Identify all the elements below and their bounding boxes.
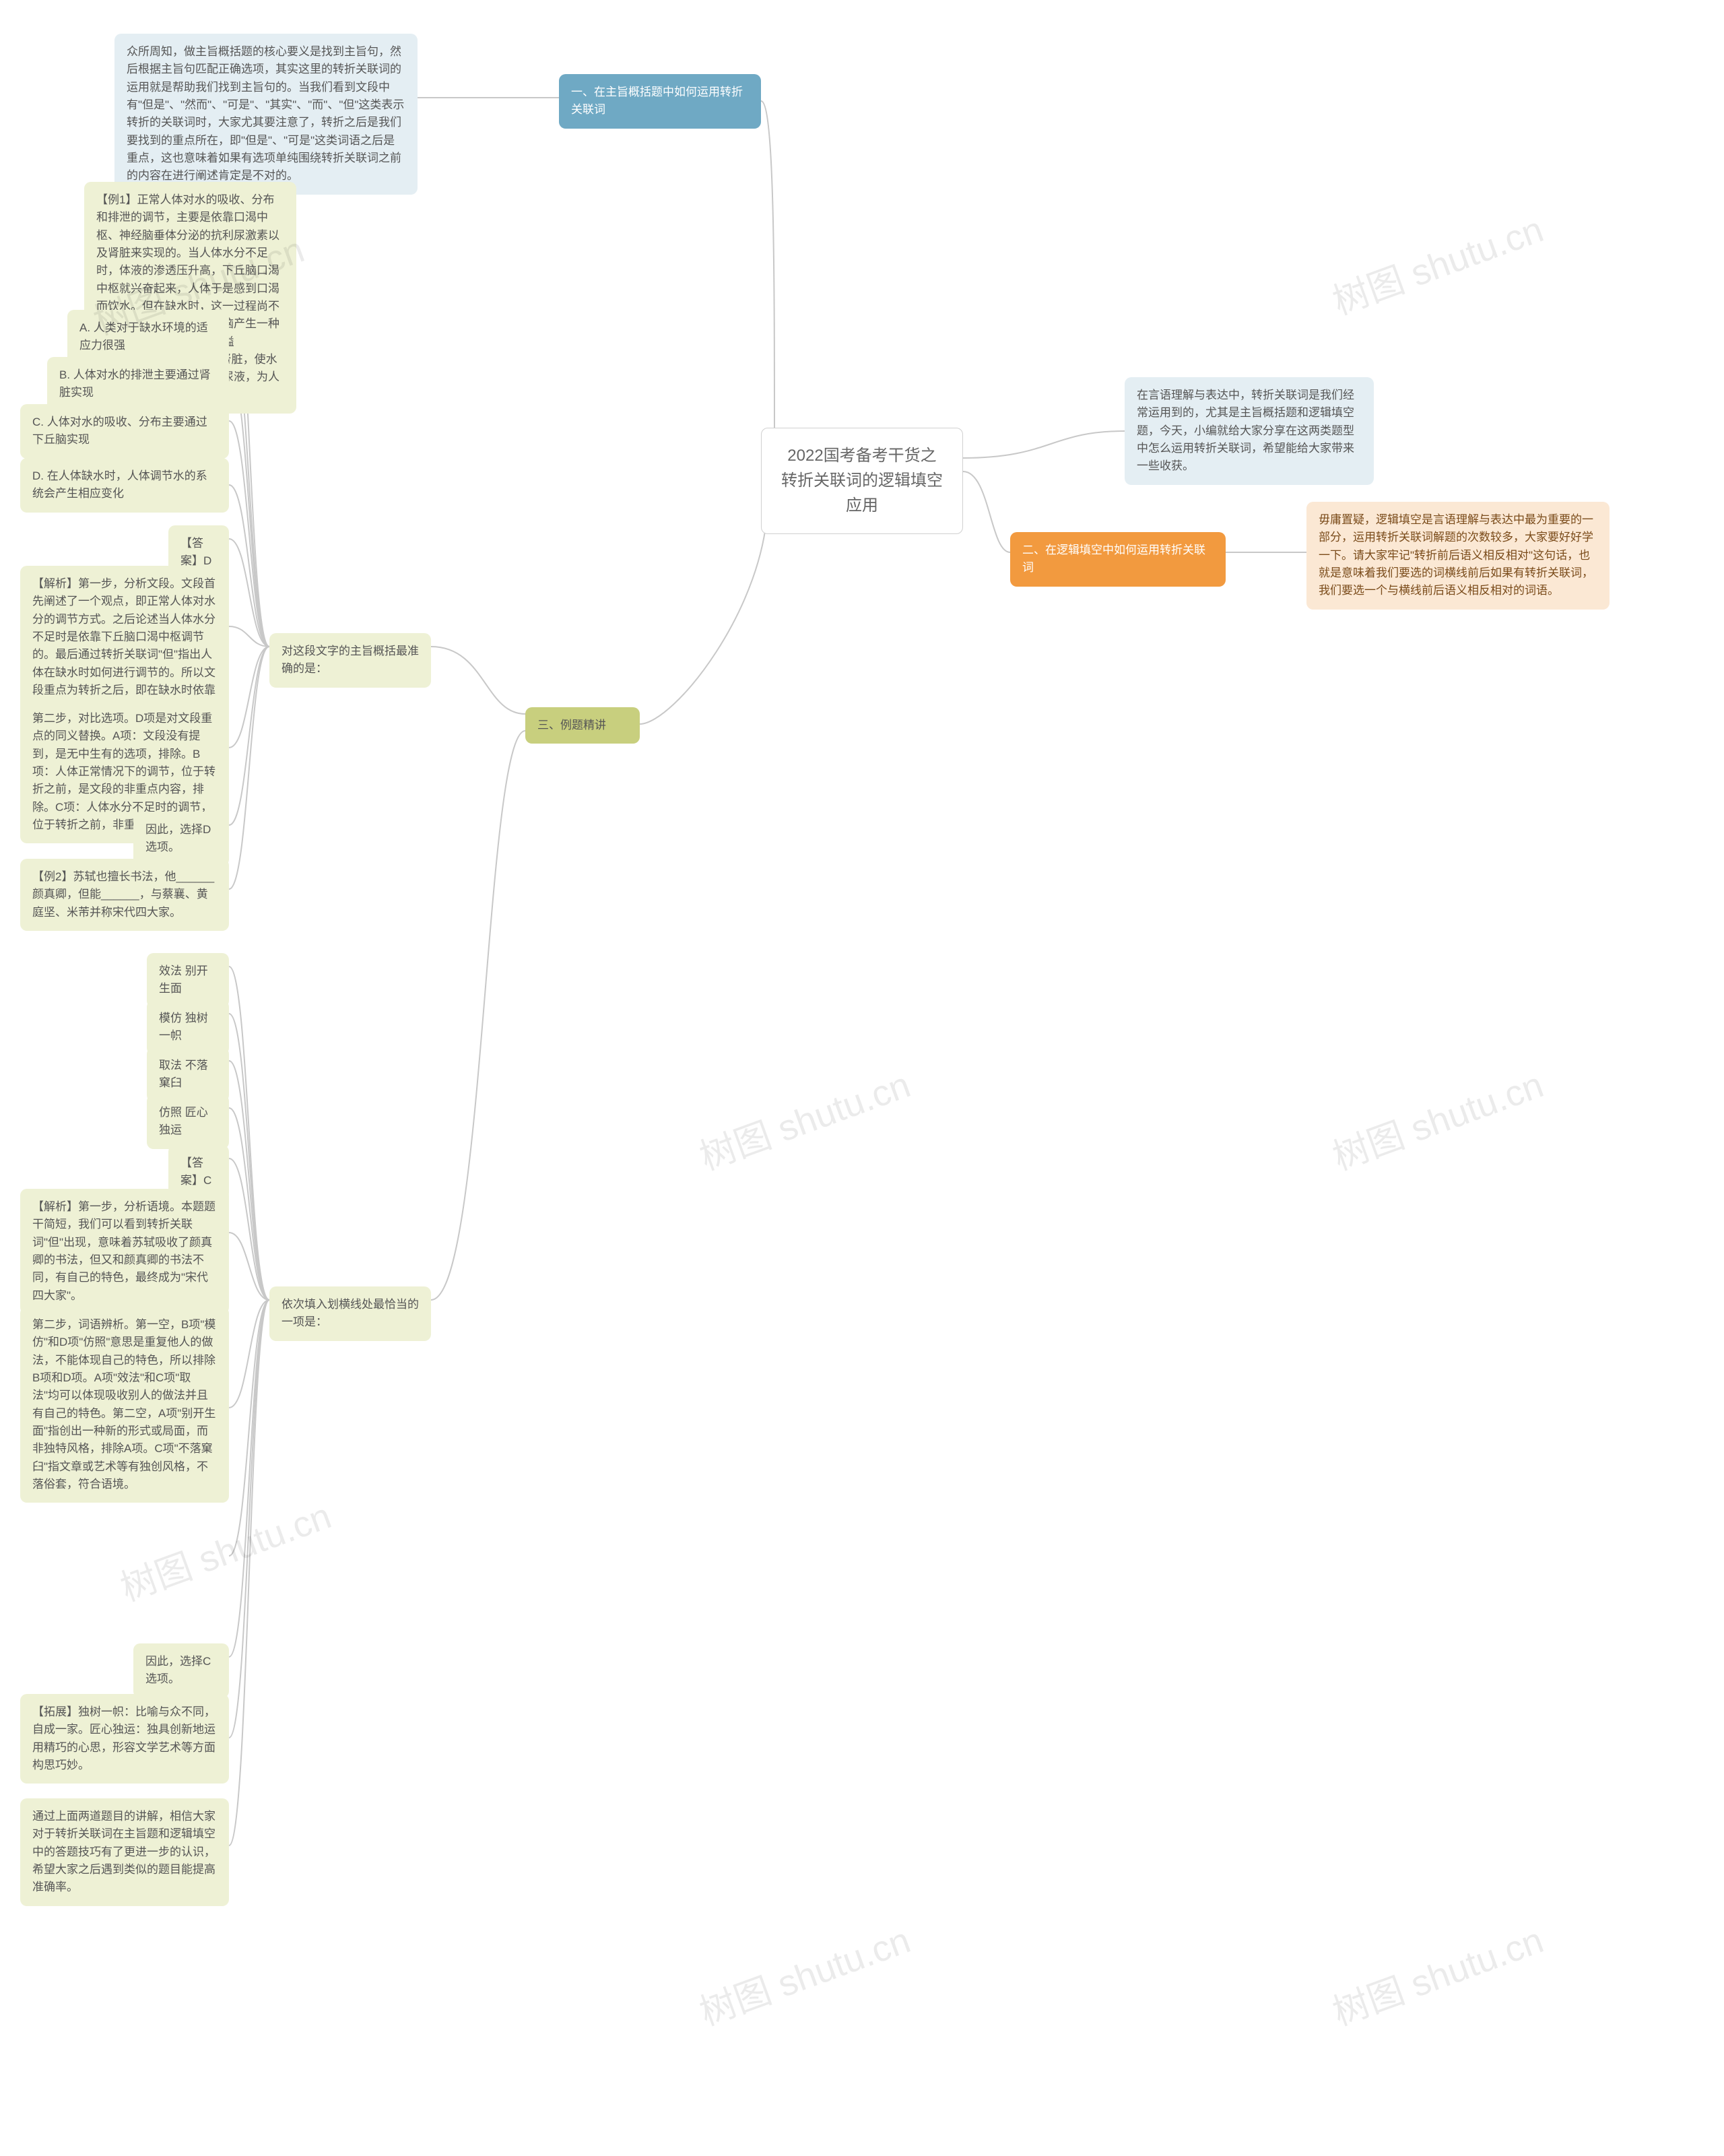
q2-opt3: 仿照 匠心独运 bbox=[147, 1095, 229, 1149]
intro-node: 在言语理解与表达中，转折关联词是我们经常运用到的，尤其是主旨概括题和逻辑填空题，… bbox=[1125, 377, 1374, 485]
q2-opt1: 模仿 独树一帜 bbox=[147, 1000, 229, 1055]
watermark: 树图 shutu.cn bbox=[1324, 1910, 1549, 2035]
branch1-title: 一、在主旨概括题中如何运用转折关联词 bbox=[559, 74, 761, 129]
q2-stem: 【例2】苏轼也擅长书法，他______颜真卿，但能______，与蔡襄、黄庭坚、… bbox=[20, 859, 229, 931]
branch3-title: 三、例题精讲 bbox=[525, 707, 640, 744]
q2-pick: 因此，选择C选项。 bbox=[133, 1643, 229, 1698]
q2-analysis1: 【解析】第一步，分析语境。本题题干简短，我们可以看到转折关联词"但"出现，意味着… bbox=[20, 1189, 229, 1314]
q1-prompt: 对这段文字的主旨概括最准确的是： bbox=[269, 633, 431, 688]
watermark: 树图 shutu.cn bbox=[1324, 199, 1549, 325]
watermark: 树图 shutu.cn bbox=[1324, 1055, 1549, 1180]
q1-optB: B. 人体对水的排泄主要通过肾脏实现 bbox=[47, 357, 229, 412]
q1-optD: D. 在人体缺水时，人体调节水的系统会产生相应变化 bbox=[20, 458, 229, 513]
q2-analysis2: 第二步，词语辨析。第一空，B项"模仿"和D项"仿照"意思是重复他人的做法，不能体… bbox=[20, 1307, 229, 1503]
watermark: 树图 shutu.cn bbox=[691, 1910, 916, 2035]
branch2-leaf: 毋庸置疑，逻辑填空是言语理解与表达中最为重要的一部分，运用转折关联词解题的次数较… bbox=[1306, 502, 1610, 610]
watermark: 树图 shutu.cn bbox=[691, 1055, 916, 1180]
watermark: 树图 shutu.cn bbox=[112, 1486, 337, 1611]
q2-prompt: 依次填入划横线处最恰当的一项是： bbox=[269, 1286, 431, 1341]
q1-pick: 因此，选择D选项。 bbox=[133, 812, 229, 866]
q2-opt0: 效法 别开生面 bbox=[147, 953, 229, 1008]
q2-opt2: 取法 不落窠臼 bbox=[147, 1047, 229, 1102]
branch2-title: 二、在逻辑填空中如何运用转折关联词 bbox=[1010, 532, 1226, 587]
q1-optA: A. 人类对于缺水环境的适应力很强 bbox=[67, 310, 229, 364]
q2-ext: 【拓展】独树一帜：比喻与众不同，自成一家。匠心独运：独具创新地运用精巧的心思，形… bbox=[20, 1694, 229, 1784]
center-node: 2022国考备考干货之转折关联词的逻辑填空应用 bbox=[761, 428, 963, 534]
q2-summary: 通过上面两道题目的讲解，相信大家对于转折关联词在主旨题和逻辑填空中的答题技巧有了… bbox=[20, 1798, 229, 1906]
branch1-leaf: 众所周知，做主旨概括题的核心要义是找到主旨句，然后根据主旨句匹配正确选项，其实这… bbox=[114, 34, 418, 195]
q1-optC: C. 人体对水的吸收、分布主要通过下丘脑实现 bbox=[20, 404, 229, 459]
